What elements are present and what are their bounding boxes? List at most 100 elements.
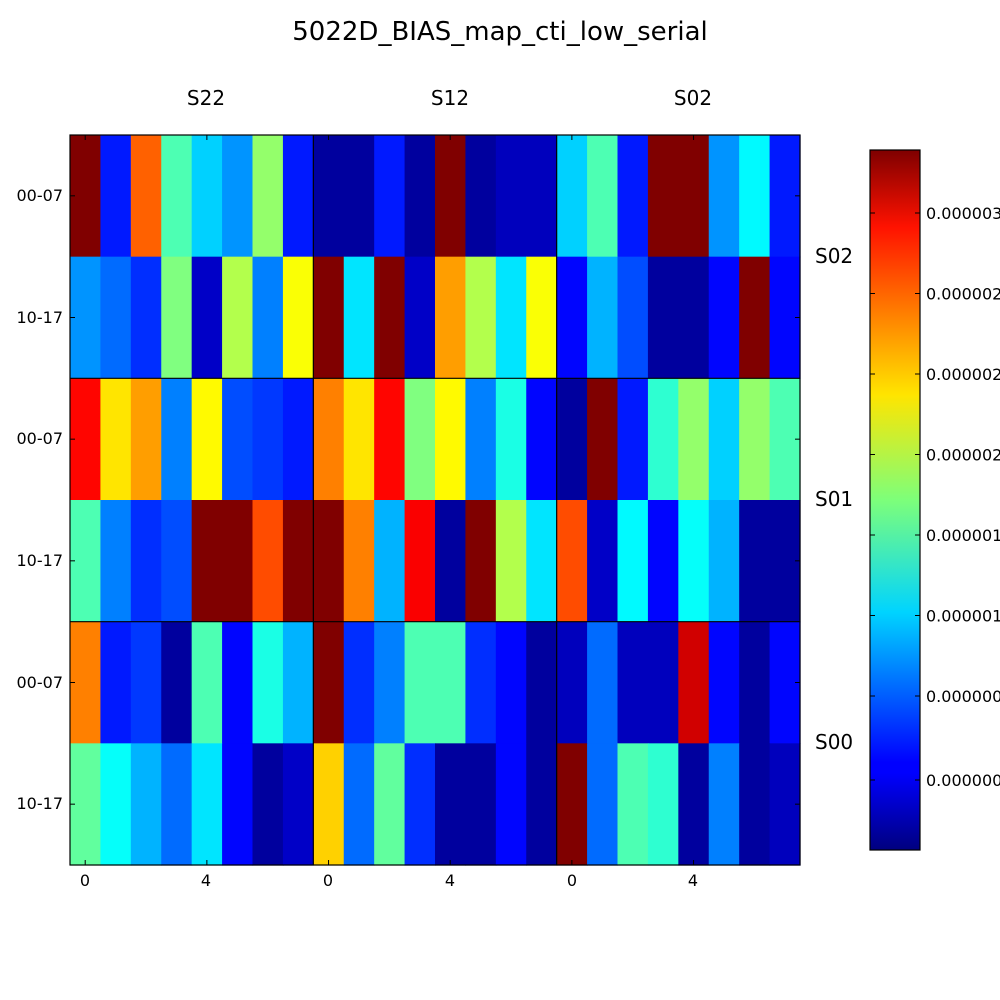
heatmap-cell (435, 135, 467, 258)
y-tick-label: 00-07 (17, 186, 64, 205)
heatmap-cell (617, 256, 649, 379)
heatmap-cell (404, 378, 436, 501)
top-label-s02: S02 (674, 86, 712, 110)
heatmap-cell (100, 135, 132, 258)
heatmap-cell (556, 621, 588, 744)
heatmap-cell (313, 256, 345, 379)
chart-title: 5022D_BIAS_map_cti_low_serial (292, 17, 707, 47)
heatmap-cell (70, 135, 102, 258)
heatmap-cell (435, 378, 467, 501)
colorbar-ticks: 0.000000 0.000000 0.000001 0.000001 0.000002… (870, 204, 1000, 790)
heatmap-cell (252, 500, 284, 623)
heatmap-cell (374, 743, 406, 866)
heatmap-cell (708, 378, 740, 501)
heatmap-cell (252, 256, 284, 379)
heatmap-cell (556, 378, 588, 501)
heatmap-cell (374, 500, 406, 623)
heatmap-cell (708, 256, 740, 379)
x-tick-label: 0 (567, 871, 577, 890)
heatmap-cell (617, 500, 649, 623)
heatmap-cell (404, 135, 436, 258)
heatmap-cell (313, 500, 345, 623)
heatmap-cell (435, 500, 467, 623)
heatmap-cell (161, 743, 193, 866)
heatmap-cell (739, 743, 771, 866)
heatmap-cell (130, 135, 162, 258)
heatmap-cell (343, 500, 375, 623)
heatmap-cell (70, 743, 102, 866)
heatmap-cell (222, 256, 254, 379)
colorbar (869, 149, 921, 851)
heatmap-cell (161, 621, 193, 744)
heatmap-cell (191, 378, 223, 501)
y-tick-label: 10-17 (17, 551, 64, 570)
heatmap-cell (739, 500, 771, 623)
heatmap-cell (161, 500, 193, 623)
heatmap-cell (465, 621, 497, 744)
heatmap-cell (252, 743, 284, 866)
colorbar-tick-label: 0.000002 (926, 365, 1000, 384)
heatmap-cell (587, 378, 619, 501)
x-tick-label: 0 (80, 871, 90, 890)
heatmap-cell (343, 621, 375, 744)
heatmap-cell (404, 621, 436, 744)
heatmap-cell (647, 378, 679, 501)
heatmap-cell (252, 621, 284, 744)
heatmap-cell (282, 743, 314, 866)
heatmap-cell (556, 135, 588, 258)
heatmap-cell (130, 500, 162, 623)
right-label-s02: S02 (815, 244, 853, 268)
heatmap-cell (161, 256, 193, 379)
heatmap-cell (739, 621, 771, 744)
heatmap-cell (374, 378, 406, 501)
heatmap-cell (526, 256, 558, 379)
colorbar-tick-label: 0.000000 (926, 771, 1000, 790)
heatmap-cell (465, 500, 497, 623)
axis-ticks (70, 135, 800, 865)
heatmap-cell (465, 135, 497, 258)
heatmap-cell (100, 256, 132, 379)
heatmap-cell (374, 256, 406, 379)
heatmap-cell (282, 135, 314, 258)
heatmap-cell (587, 256, 619, 379)
heatmap-cell (739, 256, 771, 379)
heatmap-cells (70, 135, 801, 866)
heatmap-cell (465, 743, 497, 866)
heatmap-cell (191, 256, 223, 379)
heatmap-cell (526, 500, 558, 623)
heatmap-cell (647, 500, 679, 623)
heatmap-cell (130, 743, 162, 866)
heatmap-cell (282, 378, 314, 501)
colorbar-tick-label: 0.000001 (926, 607, 1000, 626)
top-label-s12: S12 (431, 86, 469, 110)
heatmap-cell (252, 378, 284, 501)
y-tick-label: 10-17 (17, 794, 64, 813)
x-tick-label: 4 (445, 871, 455, 890)
heatmap-cell (647, 743, 679, 866)
heatmap-cell (130, 378, 162, 501)
heatmap-cell (556, 256, 588, 379)
heatmap-cell (617, 378, 649, 501)
heatmap-cell (587, 135, 619, 258)
heatmap-cell (222, 743, 254, 866)
heatmap-cell (678, 256, 710, 379)
heatmap-cell (678, 743, 710, 866)
heatmap-cell (617, 743, 649, 866)
colorbar-tick-label: 0.000001 (926, 526, 1000, 545)
heatmap-cell (647, 621, 679, 744)
heatmap-cell (70, 500, 102, 623)
heatmap-cell (739, 135, 771, 258)
heatmap-cell (313, 621, 345, 744)
heatmap-cell (343, 135, 375, 258)
heatmap-cell (678, 621, 710, 744)
heatmap-cell (161, 378, 193, 501)
heatmap-cell (647, 135, 679, 258)
colorbar-tick-label: 0.000000 (926, 687, 1000, 706)
x-tick-label: 0 (323, 871, 333, 890)
y-tick-label: 00-07 (17, 429, 64, 448)
heatmap-cell (100, 743, 132, 866)
heatmap-cell (435, 743, 467, 866)
heatmap-cell (435, 256, 467, 379)
raft-dividers (70, 135, 800, 865)
